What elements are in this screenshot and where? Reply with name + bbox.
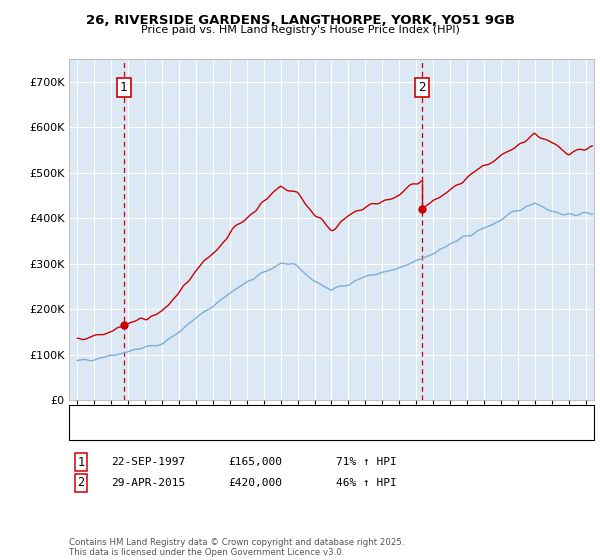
Text: £420,000: £420,000: [228, 478, 282, 488]
Text: 26, RIVERSIDE GARDENS, LANGTHORPE, YORK, YO51 9GB (detached house): 26, RIVERSIDE GARDENS, LANGTHORPE, YORK,…: [114, 409, 510, 419]
Text: Contains HM Land Registry data © Crown copyright and database right 2025.
This d: Contains HM Land Registry data © Crown c…: [69, 538, 404, 557]
Text: 1: 1: [77, 455, 85, 469]
Text: 71% ↑ HPI: 71% ↑ HPI: [336, 457, 397, 467]
Text: £165,000: £165,000: [228, 457, 282, 467]
Text: 1: 1: [120, 81, 127, 94]
Text: ──────: ──────: [76, 425, 110, 435]
Text: 2: 2: [418, 81, 425, 94]
Text: 22-SEP-1997: 22-SEP-1997: [111, 457, 185, 467]
Text: Price paid vs. HM Land Registry's House Price Index (HPI): Price paid vs. HM Land Registry's House …: [140, 25, 460, 35]
Text: HPI: Average price, detached house, North Yorkshire: HPI: Average price, detached house, Nort…: [114, 425, 420, 435]
Text: 26, RIVERSIDE GARDENS, LANGTHORPE, YORK, YO51 9GB: 26, RIVERSIDE GARDENS, LANGTHORPE, YORK,…: [86, 14, 515, 27]
Text: 2: 2: [77, 476, 85, 489]
Text: 46% ↑ HPI: 46% ↑ HPI: [336, 478, 397, 488]
Text: ──────: ──────: [76, 409, 110, 419]
Text: 29-APR-2015: 29-APR-2015: [111, 478, 185, 488]
